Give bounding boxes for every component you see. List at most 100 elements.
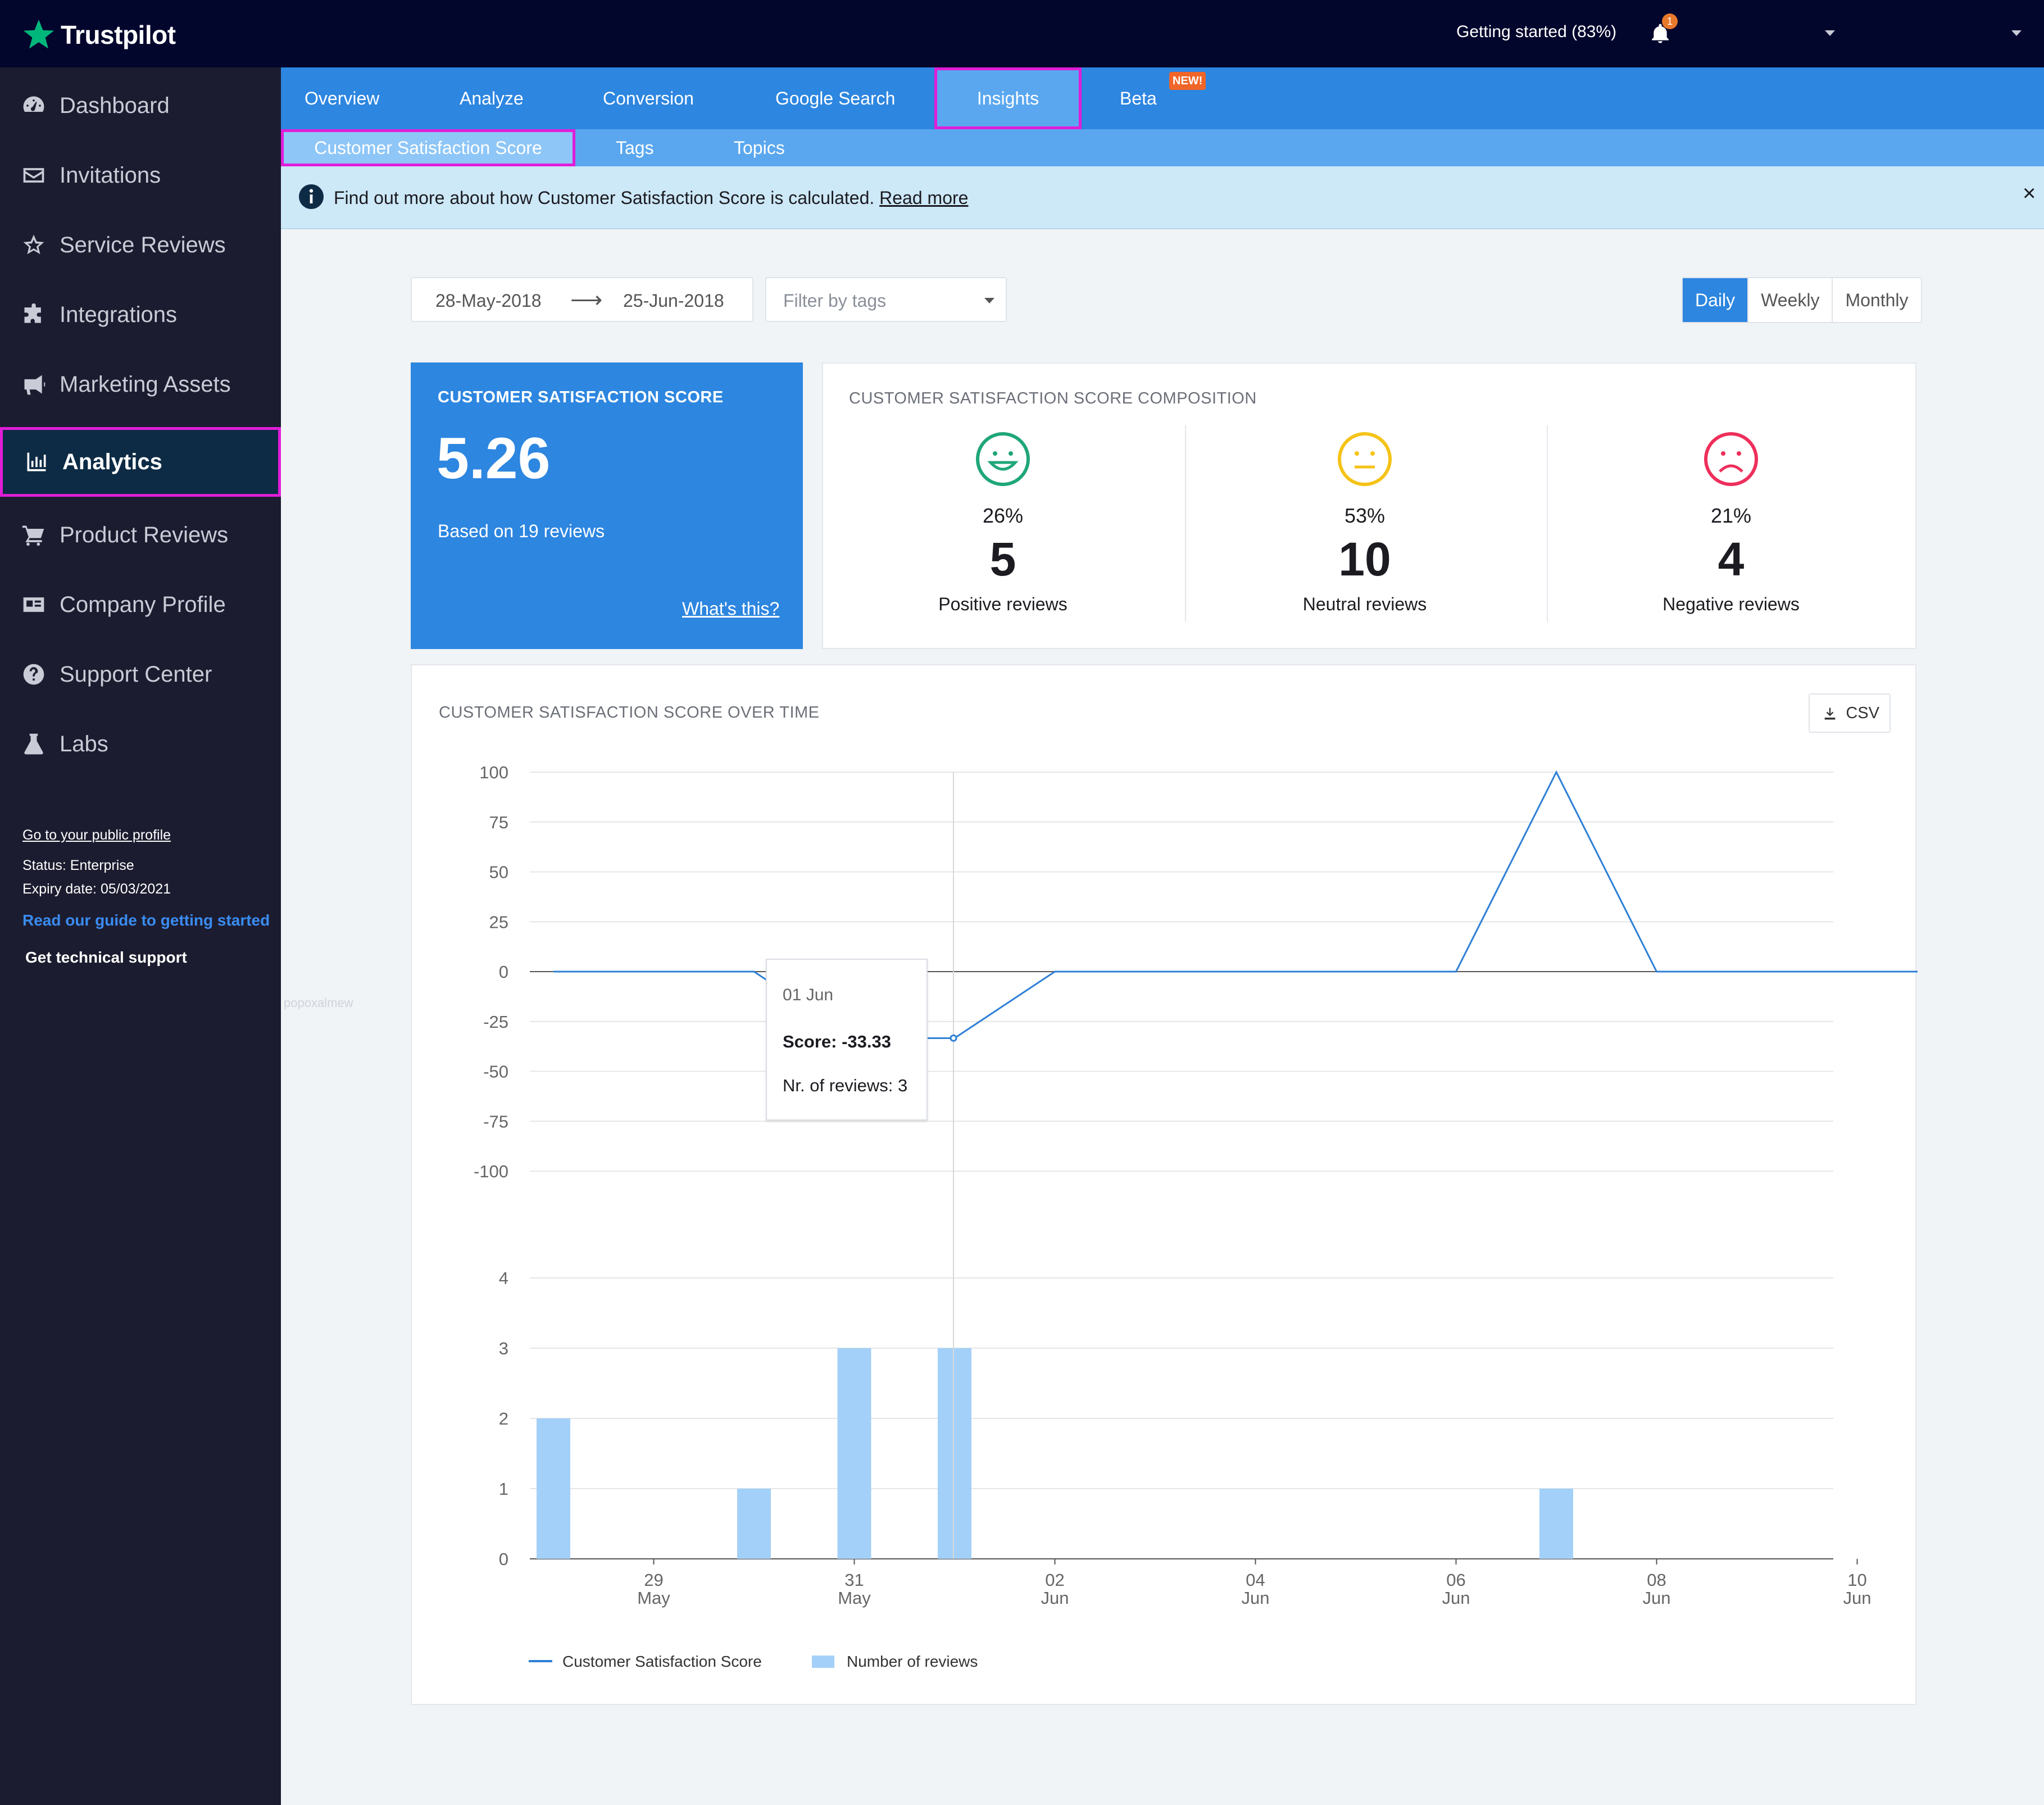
trustpilot-logo[interactable]: Trustpilot xyxy=(21,12,176,57)
score-y-tick-label: 50 xyxy=(489,863,508,882)
sidebar-item-service-reviews[interactable]: Service Reviews xyxy=(0,210,281,280)
ghost-text: popoxalmew xyxy=(284,996,353,1010)
public-profile-link[interactable]: Go to your public profile xyxy=(22,827,171,843)
date-to: 25-Jun-2018 xyxy=(623,291,724,311)
x-tick-day-label: 08 xyxy=(1647,1570,1666,1590)
score-y-tick-label: 25 xyxy=(489,912,508,932)
sidebar-item-label: Marketing Assets xyxy=(60,371,231,397)
tab-topics[interactable]: Topics xyxy=(734,138,785,158)
negative-column: 21% 4 Negative reviews xyxy=(1551,364,1911,650)
puzzle-icon xyxy=(24,303,41,323)
sidebar-item-support-center[interactable]: Support Center xyxy=(0,640,281,709)
x-tick-day-label: 10 xyxy=(1847,1570,1866,1590)
bell-icon[interactable] xyxy=(1649,21,1671,46)
chart-tooltip: 01 Jun Score: -33.33 Nr. of reviews: 3 xyxy=(766,959,928,1121)
tooltip-score: Score: -33.33 xyxy=(783,1032,891,1051)
tab-overview[interactable]: Overview xyxy=(305,88,380,108)
technical-support-link[interactable]: Get technical support xyxy=(25,949,187,966)
download-icon xyxy=(1824,708,1836,720)
neutral-face-icon xyxy=(1338,432,1392,486)
negative-count: 4 xyxy=(1718,533,1745,586)
score-y-tick-label: -75 xyxy=(483,1112,508,1131)
score-based-on: Based on 19 reviews xyxy=(438,521,605,541)
expiry-text: Expiry date: 05/03/2021 xyxy=(22,881,171,897)
negative-label: Negative reviews xyxy=(1663,594,1800,614)
period-daily-button[interactable]: Daily xyxy=(1683,278,1748,322)
tab-conversion[interactable]: Conversion xyxy=(603,88,694,108)
caret-down-icon xyxy=(984,298,994,303)
x-tick-month-label: May xyxy=(637,1588,670,1608)
sidebar-item-invitations[interactable]: Invitations xyxy=(0,140,281,210)
tab-beta[interactable]: Beta xyxy=(1120,88,1157,108)
sidebar-item-marketing-assets[interactable]: Marketing Assets xyxy=(0,350,281,419)
x-tick-month-label: Jun xyxy=(1041,1588,1069,1608)
positive-column: 26% 5 Positive reviews xyxy=(823,364,1183,650)
sidebar-item-integrations[interactable]: Integrations xyxy=(0,280,281,350)
main-tabs: Overview Analyze Conversion Google Searc… xyxy=(281,67,2044,129)
period-monthly-button[interactable]: Monthly xyxy=(1832,278,1920,322)
tooltip-review-count: Nr. of reviews: 3 xyxy=(783,1076,908,1095)
period-toggle: Daily Weekly Monthly xyxy=(1682,277,1922,323)
sidebar-item-analytics[interactable]: Analytics xyxy=(0,427,281,497)
neutral-count: 10 xyxy=(1338,533,1391,586)
whats-this-link[interactable]: What's this? xyxy=(682,598,780,619)
chart-title: CUSTOMER SATISFACTION SCORE OVER TIME xyxy=(439,704,820,722)
count-y-tick-label: 0 xyxy=(499,1549,508,1569)
legend-count-swatch xyxy=(812,1656,834,1668)
sub-tabs: Customer Satisfaction Score Tags Topics xyxy=(281,129,2044,166)
date-range-picker[interactable]: 28-May-2018 ⟶ 25-Jun-2018 xyxy=(411,277,753,322)
review-count-bar xyxy=(938,1348,971,1559)
bar-chart-icon xyxy=(27,452,46,471)
tab-google-search[interactable]: Google Search xyxy=(775,88,896,108)
sidebar-item-dashboard[interactable]: Dashboard xyxy=(0,71,281,140)
dashboard-icon xyxy=(23,96,44,112)
sidebar-item-label: Integrations xyxy=(60,302,178,327)
caret-down-icon[interactable] xyxy=(1825,30,1835,36)
tab-tags[interactable]: Tags xyxy=(616,138,654,158)
tooltip-date: 01 Jun xyxy=(783,986,834,1004)
count-y-tick-label: 1 xyxy=(499,1479,508,1499)
divider xyxy=(1547,425,1548,622)
review-count-bar xyxy=(537,1418,570,1559)
score-over-time-card: CUSTOMER SATISFACTION SCORE OVER TIME CS… xyxy=(411,664,1918,1705)
x-tick-month-label: Jun xyxy=(1242,1588,1270,1608)
notification-badge: 1 xyxy=(1662,13,1678,29)
new-badge: NEW! xyxy=(1169,72,1206,90)
tab-analyze[interactable]: Analyze xyxy=(460,88,524,108)
date-from: 28-May-2018 xyxy=(435,291,542,311)
negative-percent: 21% xyxy=(1710,504,1752,527)
review-count-bar xyxy=(837,1348,871,1559)
sidebar-item-labs[interactable]: Labs xyxy=(0,709,281,779)
tag-filter-dropdown[interactable]: Filter by tags xyxy=(765,277,1007,322)
sidebar-item-label: Support Center xyxy=(60,661,212,687)
close-icon[interactable]: × xyxy=(2023,181,2036,206)
sidebar-item-label: Invitations xyxy=(60,162,161,188)
sidebar-item-label: Labs xyxy=(60,731,108,756)
sidebar-item-label: Dashboard xyxy=(60,93,170,118)
read-more-link[interactable]: Read more xyxy=(879,188,969,208)
legend-score-label: Customer Satisfaction Score xyxy=(562,1653,762,1670)
caret-down-icon[interactable] xyxy=(2011,30,2022,36)
positive-percent: 26% xyxy=(982,504,1024,527)
sad-face-icon xyxy=(1704,432,1758,486)
score-y-tick-label: 0 xyxy=(499,962,508,982)
sidebar-item-product-reviews[interactable]: Product Reviews xyxy=(0,500,281,570)
score-y-tick-label: -50 xyxy=(483,1062,508,1082)
sidebar-item-label: Service Reviews xyxy=(60,232,226,257)
x-tick-day-label: 02 xyxy=(1045,1570,1064,1590)
csv-download-button[interactable]: CSV xyxy=(1809,693,1891,733)
banner-message: Find out more about how Customer Satisfa… xyxy=(334,188,968,208)
getting-started-progress[interactable]: Getting started (83%) xyxy=(1456,22,1617,41)
tab-insights[interactable]: Insights xyxy=(934,67,1082,129)
period-weekly-button[interactable]: Weekly xyxy=(1747,278,1832,322)
divider xyxy=(1185,425,1186,622)
count-y-tick-label: 2 xyxy=(499,1409,508,1428)
banner-text: Find out more about how Customer Satisfa… xyxy=(334,188,875,208)
score-series-line xyxy=(553,770,1918,1039)
tab-customer-satisfaction-score[interactable]: Customer Satisfaction Score xyxy=(281,129,575,166)
cart-icon xyxy=(22,525,44,546)
x-tick-day-label: 06 xyxy=(1446,1570,1465,1590)
envelope-icon xyxy=(23,168,44,183)
sidebar-item-company-profile[interactable]: Company Profile xyxy=(0,570,281,640)
getting-started-guide-link[interactable]: Read our guide to getting started xyxy=(22,911,270,929)
